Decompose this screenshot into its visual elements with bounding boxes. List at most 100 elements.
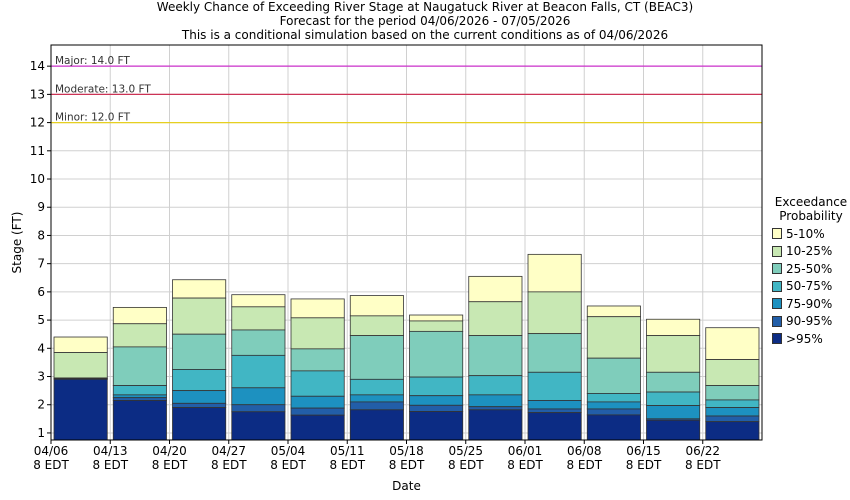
bar-segment bbox=[409, 404, 464, 412]
bar-segment bbox=[349, 409, 404, 441]
bar-segment bbox=[112, 397, 167, 401]
x-tick-label-date: 05/04 bbox=[271, 444, 306, 458]
bar-segment bbox=[172, 390, 227, 404]
y-tick-label: 10 bbox=[30, 172, 45, 186]
bar-segment bbox=[290, 395, 345, 409]
bar-segment bbox=[409, 330, 464, 378]
x-tick-label-date: 05/18 bbox=[389, 444, 424, 458]
legend-label: 90-95% bbox=[786, 314, 833, 329]
y-tick-label: 11 bbox=[30, 144, 45, 158]
bar-segment bbox=[586, 393, 641, 403]
legend-label: >95% bbox=[786, 331, 823, 346]
bar-segment bbox=[705, 385, 760, 401]
bar-segment bbox=[290, 407, 345, 416]
bar-segment bbox=[112, 394, 167, 399]
bar-segment bbox=[112, 400, 167, 441]
bar-segment bbox=[705, 407, 760, 417]
bar-segment bbox=[290, 370, 345, 397]
bar-segment bbox=[586, 305, 641, 318]
x-tick-label-time: 8 EDT bbox=[566, 458, 602, 472]
legend-item: >95% bbox=[772, 330, 850, 348]
x-tick-label-time: 8 EDT bbox=[211, 458, 247, 472]
bar-segment bbox=[646, 419, 701, 441]
legend-title-line-2: Probability bbox=[779, 209, 843, 223]
y-tick-label: 12 bbox=[30, 116, 45, 130]
bar-segment bbox=[586, 316, 641, 359]
bar-segment bbox=[527, 333, 582, 373]
bar-segment bbox=[53, 352, 108, 379]
bar-segment bbox=[705, 359, 760, 386]
legend-title-line-1: Exceedance bbox=[774, 195, 848, 209]
legend-label: 10-25% bbox=[786, 244, 833, 259]
legend-swatch bbox=[772, 280, 782, 292]
x-tick-label-date: 05/25 bbox=[448, 444, 483, 458]
legend: Exceedance Probability 5-10% 10-25% 25-50%… bbox=[772, 195, 850, 348]
bar-segment bbox=[112, 385, 167, 396]
legend-item: 25-50% bbox=[772, 260, 850, 278]
y-axis-label: Stage (FT) bbox=[10, 212, 24, 274]
bar-segment bbox=[409, 376, 464, 397]
bar-segment bbox=[527, 253, 582, 293]
bar-segment bbox=[646, 391, 701, 406]
legend-item: 10-25% bbox=[772, 243, 850, 261]
x-tick-label-time: 8 EDT bbox=[33, 458, 69, 472]
bar-segment bbox=[349, 378, 404, 396]
bar-segment bbox=[290, 414, 345, 441]
y-tick-label: 7 bbox=[37, 257, 45, 271]
x-tick-label-date: 04/13 bbox=[93, 444, 128, 458]
legend-title: Exceedance Probability bbox=[772, 195, 850, 223]
y-tick-label: 3 bbox=[37, 370, 45, 384]
bar-segment bbox=[409, 314, 464, 322]
bar-segment bbox=[349, 401, 404, 411]
x-tick-label-date: 04/27 bbox=[211, 444, 246, 458]
bar-segment bbox=[409, 395, 464, 406]
x-tick-label-date: 05/11 bbox=[330, 444, 365, 458]
bar-segment bbox=[290, 317, 345, 350]
chart-title: Weekly Chance of Exceeding River Stage a… bbox=[156, 0, 694, 14]
bar-segment bbox=[586, 408, 641, 416]
x-tick-label-date: 06/08 bbox=[567, 444, 602, 458]
chart-subtitle-conditions: This is a conditional simulation based o… bbox=[181, 28, 669, 42]
x-tick-label-time: 8 EDT bbox=[389, 458, 425, 472]
bar-segment bbox=[586, 357, 641, 394]
legend-item: 50-75% bbox=[772, 278, 850, 296]
bar-segment bbox=[231, 411, 286, 441]
bar-segment bbox=[705, 415, 760, 423]
bar-segment bbox=[172, 407, 227, 441]
chart-title-block: Weekly Chance of Exceeding River Stage a… bbox=[0, 0, 850, 42]
x-tick-label-time: 8 EDT bbox=[329, 458, 365, 472]
y-tick-label: 9 bbox=[37, 200, 45, 214]
bar-segment bbox=[527, 408, 582, 414]
legend-swatch bbox=[772, 298, 782, 310]
threshold-label: Moderate: 13.0 FT bbox=[55, 83, 151, 95]
bar-segment bbox=[705, 399, 760, 408]
bar-segment bbox=[409, 411, 464, 441]
bar-segment bbox=[349, 335, 404, 380]
bar-segment bbox=[112, 346, 167, 386]
bar-segment bbox=[468, 375, 523, 396]
bar-segment bbox=[586, 414, 641, 441]
bar-segment bbox=[468, 394, 523, 408]
legend-label: 25-50% bbox=[786, 261, 833, 276]
x-tick-label-time: 8 EDT bbox=[152, 458, 188, 472]
bar-segment bbox=[468, 335, 523, 377]
bar-segment bbox=[705, 327, 760, 360]
bar-segment bbox=[172, 369, 227, 392]
y-tick-label: 2 bbox=[37, 398, 45, 412]
bar-segment bbox=[646, 335, 701, 373]
y-tick-label: 13 bbox=[30, 87, 45, 101]
y-tick-label: 5 bbox=[37, 313, 45, 327]
y-tick-label: 6 bbox=[37, 285, 45, 299]
legend-label: 50-75% bbox=[786, 279, 833, 294]
bar-segment bbox=[231, 294, 286, 308]
y-tick-label: 1 bbox=[37, 426, 45, 440]
x-tick-label-date: 06/22 bbox=[685, 444, 720, 458]
bar-segment bbox=[231, 387, 286, 406]
bar-segment bbox=[231, 306, 286, 331]
bar-segment bbox=[112, 323, 167, 348]
bar-segment bbox=[231, 354, 286, 389]
bar-segment bbox=[349, 394, 404, 403]
y-tick-label: 8 bbox=[37, 228, 45, 242]
bar-segment bbox=[468, 275, 523, 303]
bar-segment bbox=[646, 318, 701, 337]
